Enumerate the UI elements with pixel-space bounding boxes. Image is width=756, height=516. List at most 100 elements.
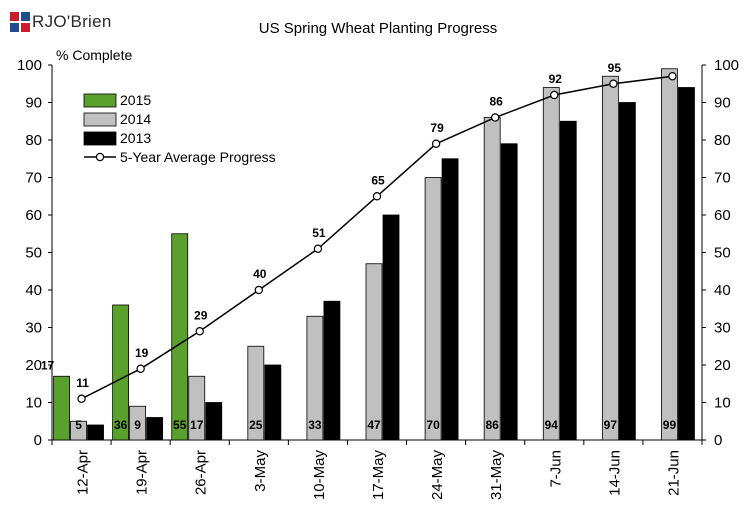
x-tick-label: 17-May xyxy=(370,450,387,501)
bar-data-label: 17 xyxy=(190,418,204,432)
bar-data-label: 97 xyxy=(604,418,618,432)
y-tick-label-right: 10 xyxy=(714,395,731,412)
line-point xyxy=(254,285,264,295)
bar-data-label: 55 xyxy=(173,418,187,432)
bar-2014 xyxy=(188,375,206,441)
x-tick-label: 3-May xyxy=(252,450,269,492)
bar-2014 xyxy=(661,68,678,441)
y-tick-label-right: 90 xyxy=(714,95,731,112)
bar-2013 xyxy=(559,120,577,441)
bar-2014 xyxy=(542,87,560,441)
bar-2013 xyxy=(146,417,164,441)
y-tick-label-right: 20 xyxy=(714,357,731,374)
y-tick-label-left: 80 xyxy=(25,132,42,149)
bar-2014 xyxy=(483,117,501,441)
y-tick-label-left: 10 xyxy=(25,395,42,412)
y-tick-label-right: 30 xyxy=(714,320,731,337)
legend-label-2013: 2013 xyxy=(120,130,151,146)
y-tick-label-right: 80 xyxy=(714,132,731,149)
bar-2014 xyxy=(70,420,87,441)
bar-2014 xyxy=(247,345,265,441)
x-tick-label: 31-May xyxy=(488,450,505,501)
bar-data-label: 33 xyxy=(308,418,322,432)
bar-2014 xyxy=(424,177,442,441)
y-tick-label-right: 50 xyxy=(714,245,731,262)
x-tick-label: 12-Apr xyxy=(75,450,92,495)
bar-2014 xyxy=(306,315,324,441)
line-point xyxy=(372,192,382,201)
legend-label-2014: 2014 xyxy=(120,111,151,127)
legend-swatch-2013 xyxy=(83,131,117,146)
bar-2014 xyxy=(365,263,383,441)
line-data-label: 51 xyxy=(312,226,326,240)
bar-2015 xyxy=(112,304,130,441)
y-tick-label-right: 70 xyxy=(714,170,731,187)
line-point xyxy=(431,139,441,148)
line-data-label: 95 xyxy=(608,61,622,75)
legend-label-5-Year Average Progress: 5-Year Average Progress xyxy=(120,149,276,165)
bar-data-label: 17 xyxy=(41,358,55,372)
line-data-label: 92 xyxy=(549,72,563,86)
line-point xyxy=(609,79,618,88)
bar-2013 xyxy=(87,424,104,441)
x-tick-label: 21-Jun xyxy=(665,450,682,496)
bar-data-label: 5 xyxy=(75,418,82,432)
line-data-label: 86 xyxy=(490,95,504,109)
y-tick-label-left: 50 xyxy=(25,245,42,262)
bar-2013 xyxy=(678,87,695,441)
bar-data-label: 99 xyxy=(663,418,677,432)
y-tick-label-right: 100 xyxy=(714,57,739,74)
line-point xyxy=(136,364,145,373)
bar-2013 xyxy=(618,102,636,441)
bar-data-label: 9 xyxy=(134,418,141,432)
bar-2013 xyxy=(264,364,282,441)
x-tick-label: 7-Jun xyxy=(547,450,564,488)
line-point xyxy=(668,72,677,81)
y-tick-label-left: 40 xyxy=(25,282,42,299)
legend-label-2015: 2015 xyxy=(120,92,151,108)
bar-data-label: 36 xyxy=(114,418,128,432)
y-tick-label-right: 40 xyxy=(714,282,731,299)
y-tick-label-right: 60 xyxy=(714,207,731,224)
y-tick-label-left: 70 xyxy=(25,170,42,187)
bar-data-label: 25 xyxy=(249,418,263,432)
brand-logo: RJO'Brien xyxy=(10,12,112,32)
bar-2014 xyxy=(601,75,619,441)
y-tick-label-left: 30 xyxy=(25,320,42,337)
bar-data-label: 47 xyxy=(367,418,381,432)
line-data-label: 29 xyxy=(194,308,208,322)
bar-2013 xyxy=(441,158,459,441)
line-point xyxy=(313,244,323,253)
logo-mark-icon xyxy=(10,12,30,32)
bar-2013 xyxy=(382,214,400,441)
y-axis-label: % Complete xyxy=(56,47,133,63)
line-point xyxy=(490,113,500,122)
bar-2013 xyxy=(500,143,518,441)
legend-swatch-2015 xyxy=(83,93,117,108)
y-tick-label-left: 60 xyxy=(25,207,42,224)
chart-title: US Spring Wheat Planting Progress xyxy=(258,20,498,37)
x-tick-label: 10-May xyxy=(311,450,328,501)
legend-line-marker xyxy=(95,152,105,162)
x-tick-label: 14-Jun xyxy=(606,450,623,496)
bar-data-label: 94 xyxy=(545,418,559,432)
bar-2015 xyxy=(53,375,70,441)
line-point xyxy=(77,394,86,403)
y-tick-label-left: 100 xyxy=(17,57,42,74)
bar-2015 xyxy=(171,233,189,441)
line-data-label: 19 xyxy=(135,346,149,360)
logo-text: RJO'Brien xyxy=(32,12,112,31)
line-point xyxy=(195,327,204,336)
line-data-label: 40 xyxy=(253,267,267,281)
x-tick-label: 24-May xyxy=(429,450,446,501)
bar-data-label: 86 xyxy=(486,418,500,432)
line-data-label: 65 xyxy=(371,173,385,187)
y-tick-label-left: 0 xyxy=(34,432,42,449)
x-tick-label: 19-Apr xyxy=(134,450,151,495)
line-data-label: 79 xyxy=(430,121,444,135)
y-tick-label-left: 20 xyxy=(25,357,42,374)
bar-data-label: 70 xyxy=(426,418,440,432)
x-tick-label: 26-Apr xyxy=(193,450,210,495)
bar-2013 xyxy=(323,300,341,441)
